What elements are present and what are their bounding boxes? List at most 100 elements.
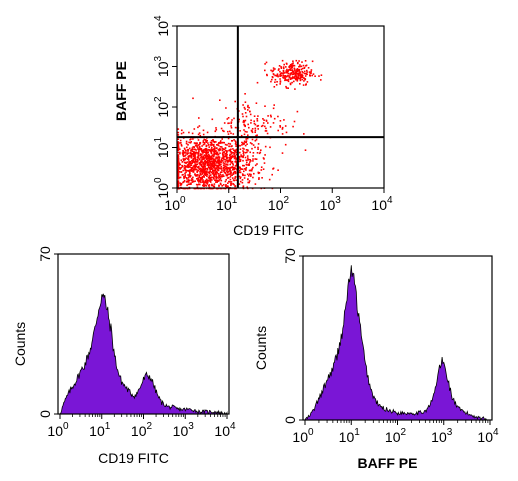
scatter-point-c0	[226, 163, 229, 166]
scatter-point-c0	[214, 158, 216, 161]
scatter-point-c0	[215, 127, 217, 129]
scatter-point-c0	[202, 184, 204, 187]
scatter-point-c0	[196, 170, 198, 172]
scatter-point-c0	[179, 151, 181, 154]
scatter-point-c0	[196, 186, 199, 188]
scatter-point-c0	[198, 146, 201, 149]
scatter-y-tick-label: 103	[153, 55, 171, 77]
scatter-point-c0	[188, 173, 191, 176]
scatter-point-c0	[222, 129, 224, 132]
scatter-point-c0	[242, 185, 245, 187]
h2-x-tick-label: 103	[431, 427, 453, 445]
scatter-point-c0	[200, 174, 202, 176]
scatter-point-c2	[254, 129, 257, 132]
scatter-point-c0	[254, 164, 257, 167]
scatter-point-c2	[242, 104, 244, 106]
scatter-point-c0	[201, 154, 203, 156]
scatter-point-c0	[226, 161, 229, 163]
scatter-point-c0	[202, 162, 204, 165]
scatter-point-c0	[194, 174, 196, 176]
histogram-baff-x-ticks: 100 101 102 103 104	[292, 420, 499, 445]
scatter-point-c2	[230, 122, 232, 125]
scatter-point-c0	[255, 138, 258, 141]
scatter-point-c0	[239, 151, 241, 154]
scatter-point-c2	[223, 148, 226, 151]
scatter-point-c1	[299, 83, 301, 85]
scatter-point-c0	[257, 148, 259, 150]
scatter-point-c0	[208, 175, 211, 177]
scatter-point-c0	[182, 173, 184, 176]
scatter-point-c0	[190, 154, 193, 157]
scatter-point-c0	[177, 141, 180, 143]
scatter-point-c2	[250, 119, 252, 122]
scatter-point-c0	[206, 169, 209, 171]
h2-y-tick-label: 70	[282, 248, 298, 264]
scatter-point-c2	[233, 139, 235, 141]
scatter-point-c1	[295, 77, 298, 79]
scatter-point-c0	[188, 159, 190, 161]
scatter-point-c2	[230, 125, 232, 127]
scatter-point-c0	[198, 143, 201, 146]
scatter-point-c1	[270, 69, 272, 72]
scatter-point-c0	[177, 144, 180, 147]
scatter-point-c0	[177, 185, 180, 187]
scatter-point-c1	[309, 75, 311, 77]
scatter-point-c0	[229, 149, 232, 152]
scatter-point-c0	[204, 162, 207, 165]
scatter-point-c0	[215, 179, 217, 181]
scatter-point-c0	[212, 158, 215, 160]
scatter-point-c1	[285, 79, 287, 81]
scatter-point-c0	[192, 171, 194, 173]
scatter-point-c0	[216, 176, 218, 179]
scatter-point-c0	[263, 162, 266, 164]
scatter-point-c0	[190, 149, 193, 151]
scatter-point-c0	[209, 141, 212, 144]
scatter-point-c1	[274, 74, 276, 77]
scatter-point-c0	[226, 159, 229, 162]
scatter-point-c1	[279, 73, 282, 76]
scatter-point-c0	[229, 171, 232, 173]
scatter-point-c0	[187, 157, 190, 160]
scatter-point-c0	[220, 158, 223, 161]
scatter-point-c0	[183, 164, 186, 167]
scatter-point-c1	[301, 70, 304, 73]
scatter-point-c0	[229, 153, 231, 156]
scatter-point-c0	[187, 177, 190, 179]
scatter-point-c0	[189, 142, 192, 144]
scatter-point-c0	[263, 158, 265, 160]
scatter-point-c0	[222, 184, 225, 186]
scatter-point-c0	[184, 172, 186, 175]
scatter-point-c0	[197, 157, 200, 159]
scatter-x-tick-label: 102	[268, 195, 290, 213]
scatter-point-c1	[311, 60, 314, 63]
scatter-point-c0	[192, 160, 195, 162]
scatter-point-c1	[304, 60, 307, 62]
scatter-point-c0	[227, 171, 230, 173]
scatter-point-c0	[210, 149, 212, 152]
scatter-point-c1	[298, 65, 300, 68]
scatter-point-c0	[183, 159, 185, 161]
scatter-point-c2	[192, 97, 194, 100]
scatter-point-c0	[221, 149, 224, 152]
scatter-x-tick-label: 104	[371, 195, 393, 213]
scatter-point-c0	[247, 181, 249, 184]
scatter-point-c0	[212, 172, 215, 174]
scatter-point-c0	[226, 144, 228, 146]
scatter-point-c1	[284, 77, 287, 80]
scatter-point-c0	[203, 158, 205, 160]
scatter-point-c0	[242, 152, 245, 155]
scatter-point-c1	[279, 70, 281, 73]
scatter-point-c0	[199, 134, 202, 137]
scatter-point-c0	[185, 157, 187, 159]
scatter-point-c0	[204, 154, 207, 157]
scatter-point-c0	[202, 179, 204, 181]
scatter-point-c0	[213, 162, 215, 165]
scatter-point-c0	[210, 168, 213, 170]
scatter-point-c0	[234, 160, 237, 163]
scatter-point-c2	[284, 143, 287, 146]
scatter-point-c1	[303, 77, 305, 79]
scatter-point-c0	[195, 164, 198, 166]
scatter-point-c2	[267, 115, 269, 117]
scatter-point-c0	[225, 155, 228, 157]
scatter-point-c0	[209, 157, 211, 160]
